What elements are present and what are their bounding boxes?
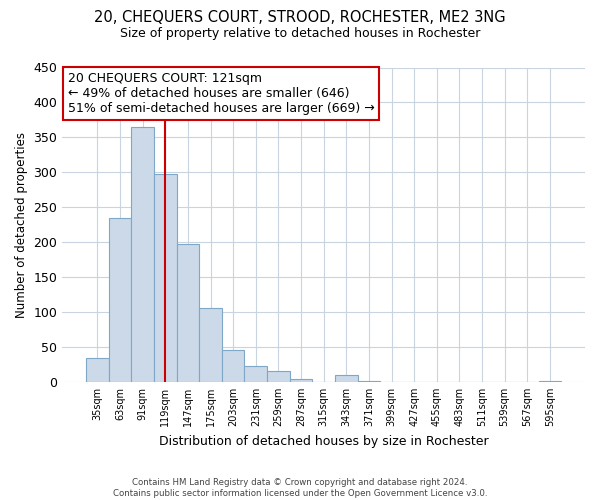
Y-axis label: Number of detached properties: Number of detached properties [15, 132, 28, 318]
Bar [199, 308, 222, 382]
Bar [539, 380, 561, 382]
Bar [176, 244, 199, 382]
Bar [154, 174, 176, 382]
Text: 20, CHEQUERS COURT, STROOD, ROCHESTER, ME2 3NG: 20, CHEQUERS COURT, STROOD, ROCHESTER, M… [94, 10, 506, 25]
Bar [244, 366, 267, 382]
Text: 20 CHEQUERS COURT: 121sqm
← 49% of detached houses are smaller (646)
51% of semi: 20 CHEQUERS COURT: 121sqm ← 49% of detac… [68, 72, 374, 115]
Text: Contains HM Land Registry data © Crown copyright and database right 2024.
Contai: Contains HM Land Registry data © Crown c… [113, 478, 487, 498]
X-axis label: Distribution of detached houses by size in Rochester: Distribution of detached houses by size … [159, 434, 488, 448]
Bar [131, 127, 154, 382]
Bar [267, 371, 290, 382]
Bar [109, 218, 131, 382]
Text: Size of property relative to detached houses in Rochester: Size of property relative to detached ho… [120, 28, 480, 40]
Bar [358, 381, 380, 382]
Bar [335, 375, 358, 382]
Bar [222, 350, 244, 382]
Bar [86, 358, 109, 382]
Bar [290, 379, 313, 382]
